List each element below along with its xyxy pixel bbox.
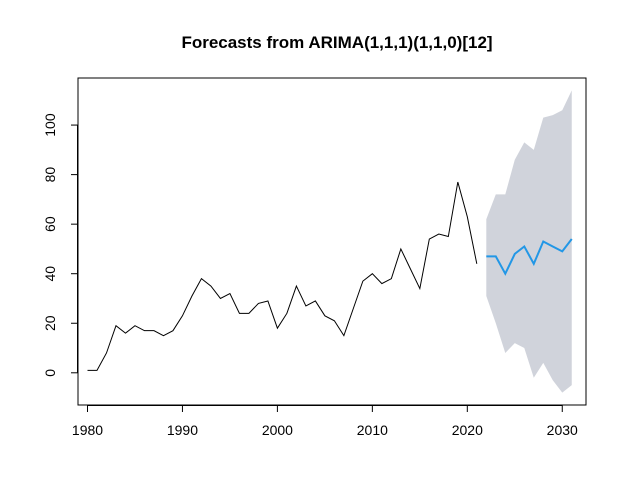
x-axis: 1980 1990 2000 2010 2020 2030 — [72, 405, 578, 438]
prediction-interval-band — [486, 90, 572, 393]
x-tick-label: 1990 — [167, 422, 198, 438]
y-tick-label: 0 — [42, 369, 58, 377]
forecast-series — [486, 238, 573, 276]
x-tick-label: 1980 — [72, 422, 103, 438]
y-tick-label: 100 — [42, 113, 58, 137]
y-tick-label: 20 — [42, 315, 58, 331]
x-tick-label: 2000 — [262, 422, 293, 438]
forecast-line — [486, 238, 573, 276]
prediction-interval-layer — [486, 90, 572, 393]
y-tick-label: 60 — [42, 216, 58, 232]
x-tick-label: 2010 — [357, 422, 388, 438]
y-tick-label: 40 — [42, 266, 58, 282]
chart-title: Forecasts from ARIMA(1,1,1)(1,1,0)[12] — [181, 33, 492, 52]
x-tick-label: 2030 — [547, 422, 578, 438]
y-tick-label: 80 — [42, 167, 58, 183]
x-tick-label: 2020 — [452, 422, 483, 438]
y-axis: 0 20 40 60 80 100 — [42, 113, 78, 377]
history-line — [87, 181, 478, 371]
history-series — [87, 181, 478, 371]
